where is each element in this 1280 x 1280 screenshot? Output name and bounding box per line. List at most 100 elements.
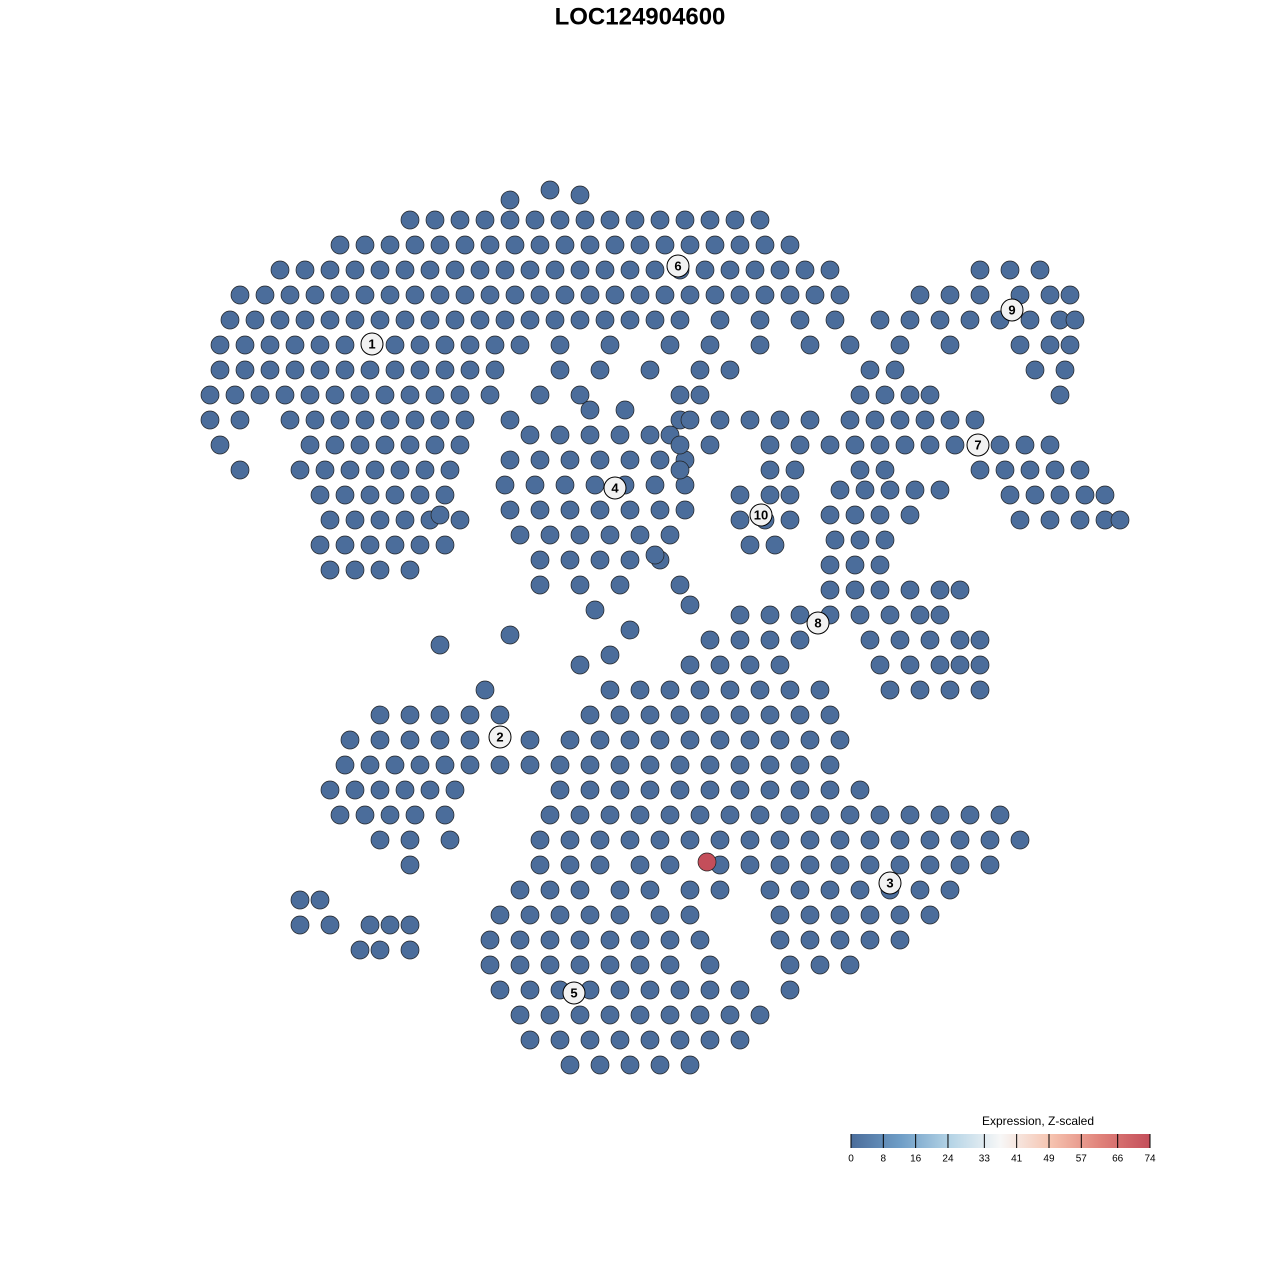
point — [630, 955, 650, 975]
point — [560, 730, 580, 750]
cluster-label-badge — [603, 476, 627, 500]
point — [720, 360, 740, 380]
point — [335, 360, 355, 380]
colorbar-tick-label: 16 — [910, 1154, 922, 1165]
point — [315, 460, 335, 480]
colorbar — [851, 1134, 1150, 1148]
point — [770, 830, 790, 850]
point — [530, 385, 550, 405]
point — [460, 705, 480, 725]
point — [405, 235, 425, 255]
point — [380, 410, 400, 430]
cluster-label: 9 — [1008, 302, 1015, 317]
point — [690, 805, 710, 825]
point — [1010, 510, 1030, 530]
point — [910, 880, 930, 900]
point — [500, 410, 520, 430]
point — [850, 530, 870, 550]
point — [435, 805, 455, 825]
point — [820, 260, 840, 280]
cluster-label: 3 — [886, 875, 893, 890]
point — [520, 260, 540, 280]
point — [830, 855, 850, 875]
point — [230, 410, 250, 430]
point — [730, 705, 750, 725]
point — [895, 435, 915, 455]
point — [730, 285, 750, 305]
point — [830, 930, 850, 950]
point — [400, 940, 420, 960]
point — [570, 655, 590, 675]
point — [400, 855, 420, 875]
point — [780, 485, 800, 505]
point — [400, 385, 420, 405]
point — [1070, 510, 1090, 530]
point — [360, 915, 380, 935]
point — [860, 830, 880, 850]
point — [590, 1055, 610, 1075]
point — [670, 460, 690, 480]
point — [425, 210, 445, 230]
point — [600, 805, 620, 825]
point — [355, 805, 375, 825]
point — [480, 930, 500, 950]
point — [440, 830, 460, 850]
point — [445, 260, 465, 280]
point — [800, 410, 820, 430]
point — [710, 410, 730, 430]
point — [380, 915, 400, 935]
point — [845, 555, 865, 575]
point — [330, 285, 350, 305]
point — [290, 915, 310, 935]
point — [605, 285, 625, 305]
point — [550, 210, 570, 230]
point — [670, 980, 690, 1000]
point — [270, 260, 290, 280]
point — [920, 855, 940, 875]
point — [370, 830, 390, 850]
point — [690, 1005, 710, 1025]
point — [255, 285, 275, 305]
point — [750, 1005, 770, 1025]
point — [710, 830, 730, 850]
point — [690, 930, 710, 950]
point — [530, 550, 550, 570]
point — [960, 805, 980, 825]
point — [720, 680, 740, 700]
point — [875, 460, 895, 480]
point — [200, 385, 220, 405]
point — [655, 285, 675, 305]
point — [930, 310, 950, 330]
point — [760, 705, 780, 725]
point — [970, 285, 990, 305]
point — [850, 460, 870, 480]
point — [345, 260, 365, 280]
point — [940, 410, 960, 430]
point — [700, 955, 720, 975]
point — [850, 605, 870, 625]
point — [760, 755, 780, 775]
point — [395, 510, 415, 530]
point — [360, 485, 380, 505]
point — [470, 260, 490, 280]
point — [550, 360, 570, 380]
point — [235, 360, 255, 380]
point — [830, 480, 850, 500]
colorbar-tick-label: 66 — [1112, 1154, 1124, 1165]
point — [805, 285, 825, 305]
cluster-label-badge — [488, 725, 512, 749]
point — [700, 210, 720, 230]
point — [335, 755, 355, 775]
point — [630, 285, 650, 305]
point — [485, 360, 505, 380]
point — [790, 755, 810, 775]
point — [245, 310, 265, 330]
point — [385, 360, 405, 380]
point — [940, 680, 960, 700]
point — [730, 630, 750, 650]
point — [820, 780, 840, 800]
point — [730, 755, 750, 775]
point — [345, 560, 365, 580]
point — [545, 260, 565, 280]
point — [490, 755, 510, 775]
